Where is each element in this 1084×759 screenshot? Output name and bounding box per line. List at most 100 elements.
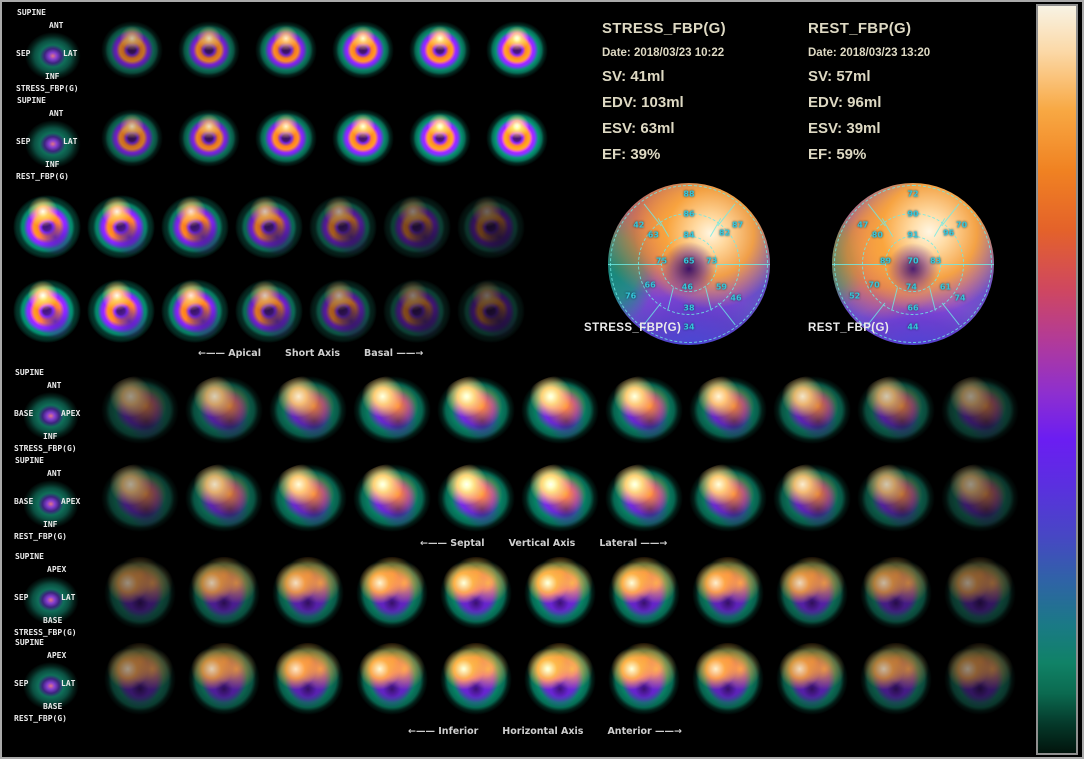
scan-slice[interactable] bbox=[860, 557, 932, 629]
reference-scan-thumb[interactable] bbox=[25, 32, 83, 82]
scan-slice[interactable] bbox=[272, 643, 344, 715]
scan-slice[interactable] bbox=[521, 464, 599, 532]
scan-slice[interactable] bbox=[605, 376, 683, 444]
scan-slice[interactable] bbox=[440, 557, 512, 629]
scan-slice[interactable] bbox=[161, 195, 229, 259]
scan-slice[interactable] bbox=[857, 376, 935, 444]
intensity-colorbar[interactable] bbox=[1036, 4, 1078, 755]
scan-slice[interactable] bbox=[383, 279, 451, 343]
scan-slice[interactable] bbox=[689, 376, 767, 444]
scan-slice[interactable] bbox=[457, 195, 525, 259]
scan-slice[interactable] bbox=[309, 195, 377, 259]
reference-scan-thumb[interactable] bbox=[23, 480, 81, 530]
scan-slice[interactable] bbox=[689, 464, 767, 532]
rest-sv-value: SV: 57ml bbox=[808, 68, 871, 85]
reference-scan-thumb[interactable] bbox=[23, 662, 81, 712]
segment-value: 70 bbox=[956, 220, 968, 230]
short-axis-basal-rows bbox=[10, 185, 528, 353]
slice-cell bbox=[266, 636, 350, 722]
scan-slice[interactable] bbox=[101, 464, 179, 532]
slice-cell bbox=[938, 550, 1022, 636]
scan-slice[interactable] bbox=[177, 109, 240, 167]
rest-polar-map[interactable]: 72 47 70 90 80 96 91 89 83 70 74 70 61 66 52 74 44 bbox=[832, 183, 994, 345]
scan-slice[interactable] bbox=[353, 464, 431, 532]
slice-cell bbox=[182, 366, 266, 454]
scan-slice[interactable] bbox=[177, 21, 240, 79]
scan-slice[interactable] bbox=[254, 21, 317, 79]
scan-slice[interactable] bbox=[161, 279, 229, 343]
scan-slice[interactable] bbox=[941, 376, 1019, 444]
scan-slice[interactable] bbox=[773, 376, 851, 444]
scan-slice[interactable] bbox=[776, 557, 848, 629]
scan-slice[interactable] bbox=[941, 464, 1019, 532]
scan-slice[interactable] bbox=[269, 464, 347, 532]
scan-slice[interactable] bbox=[383, 195, 451, 259]
scan-slice[interactable] bbox=[309, 279, 377, 343]
scan-slice[interactable] bbox=[188, 557, 260, 629]
scan-slice[interactable] bbox=[104, 557, 176, 629]
stress-polar-label: STRESS_FBP(G) bbox=[584, 322, 682, 334]
scan-slice[interactable] bbox=[356, 643, 428, 715]
scan-slice[interactable] bbox=[485, 109, 548, 167]
slice-cell bbox=[770, 550, 854, 636]
caption-right: Anterior ——→ bbox=[607, 726, 682, 737]
scan-slice[interactable] bbox=[485, 21, 548, 79]
scan-slice[interactable] bbox=[692, 643, 764, 715]
scan-slice[interactable] bbox=[188, 643, 260, 715]
scan-slice[interactable] bbox=[524, 557, 596, 629]
slice-cell bbox=[518, 366, 602, 454]
reference-scan-thumb[interactable] bbox=[25, 120, 83, 170]
scan-slice[interactable] bbox=[437, 464, 515, 532]
scan-slice[interactable] bbox=[408, 109, 471, 167]
scan-slice[interactable] bbox=[440, 643, 512, 715]
stress-polar-map[interactable]: 88 42 87 86 63 82 84 75 73 65 46 66 59 38 76 46 34 bbox=[608, 183, 770, 345]
reference-scan-thumb[interactable] bbox=[23, 576, 81, 626]
scan-slice[interactable] bbox=[13, 279, 81, 343]
scan-slice[interactable] bbox=[692, 557, 764, 629]
scan-slice[interactable] bbox=[331, 21, 394, 79]
scan-slice[interactable] bbox=[269, 376, 347, 444]
polar-divider bbox=[715, 264, 738, 265]
scan-slice[interactable] bbox=[408, 21, 471, 79]
slice-cell bbox=[10, 185, 84, 269]
scan-slice[interactable] bbox=[254, 109, 317, 167]
scan-slice[interactable] bbox=[605, 464, 683, 532]
scan-slice[interactable] bbox=[100, 21, 163, 79]
scan-slice[interactable] bbox=[857, 464, 935, 532]
scan-slice[interactable] bbox=[608, 643, 680, 715]
scan-slice[interactable] bbox=[104, 643, 176, 715]
scan-slice[interactable] bbox=[944, 643, 1016, 715]
slice-cell bbox=[170, 94, 247, 182]
slice-cell bbox=[158, 269, 232, 353]
scan-slice[interactable] bbox=[608, 557, 680, 629]
patient-position-label: SUPINE bbox=[17, 96, 46, 105]
reference-scan-thumb[interactable] bbox=[23, 392, 81, 442]
segment-value: 47 bbox=[857, 220, 869, 230]
orientation-label-cell: SUPINE ANT SEP LAT INF REST_FBP(G) bbox=[16, 94, 93, 182]
scan-slice[interactable] bbox=[773, 464, 851, 532]
scan-slice[interactable] bbox=[87, 279, 155, 343]
scan-slice[interactable] bbox=[356, 557, 428, 629]
scan-slice[interactable] bbox=[437, 376, 515, 444]
scan-slice[interactable] bbox=[457, 279, 525, 343]
scan-slice[interactable] bbox=[860, 643, 932, 715]
scan-slice[interactable] bbox=[331, 109, 394, 167]
scan-slice[interactable] bbox=[521, 376, 599, 444]
stress-summary-panel: STRESS_FBP(G) Date: 2018/03/23 10:22 SV:… bbox=[602, 20, 726, 172]
scan-slice[interactable] bbox=[185, 464, 263, 532]
scan-slice[interactable] bbox=[353, 376, 431, 444]
scan-slice[interactable] bbox=[13, 195, 81, 259]
scan-slice[interactable] bbox=[235, 279, 303, 343]
scan-slice[interactable] bbox=[100, 109, 163, 167]
scan-slice[interactable] bbox=[944, 557, 1016, 629]
scan-slice[interactable] bbox=[185, 376, 263, 444]
scan-slice[interactable] bbox=[87, 195, 155, 259]
scan-slice[interactable] bbox=[524, 643, 596, 715]
scan-slice[interactable] bbox=[235, 195, 303, 259]
scan-slice[interactable] bbox=[776, 643, 848, 715]
scan-slice[interactable] bbox=[101, 376, 179, 444]
scan-slice[interactable] bbox=[272, 557, 344, 629]
slice-cell bbox=[93, 94, 170, 182]
segment-value: 46 bbox=[681, 282, 693, 292]
